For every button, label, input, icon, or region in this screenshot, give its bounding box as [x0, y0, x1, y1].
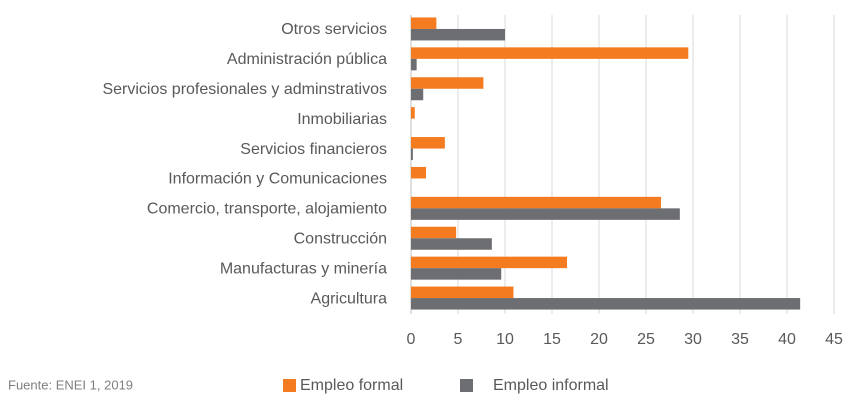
y-tick-label: Información y Comunicaciones: [168, 171, 387, 188]
x-tick-label: 5: [454, 331, 463, 348]
bar: [411, 298, 801, 310]
x-tick-label: 30: [684, 331, 702, 348]
bar: [411, 47, 689, 59]
bar: [411, 17, 437, 29]
y-tick-label: Administración pública: [227, 51, 387, 68]
bar: [411, 137, 445, 149]
x-tick-label: 10: [496, 331, 514, 348]
y-tick-label: Servicios profesionales y adminstrativos: [102, 81, 387, 98]
y-tick-label: Agricultura: [311, 290, 388, 307]
legend-swatch: [283, 379, 296, 392]
bar: [411, 58, 417, 71]
bar: [411, 226, 457, 239]
legend-label: Empleo formal: [300, 377, 403, 394]
x-tick-label: 0: [407, 331, 416, 348]
y-tick-label: Inmobiliarias: [297, 111, 387, 128]
bar: [411, 28, 505, 41]
bar: [411, 77, 484, 89]
bar: [411, 166, 427, 179]
legend-label: Empleo informal: [493, 377, 609, 394]
x-tick-label: 40: [778, 331, 796, 348]
bar: [411, 88, 424, 101]
x-tick-label: 20: [590, 331, 608, 348]
bar: [411, 208, 680, 220]
y-tick-label: Comercio, transporte, alojamiento: [147, 201, 387, 218]
source: Fuente: ENEI 1, 2019: [8, 377, 133, 392]
bar: [411, 107, 415, 119]
bar: [411, 268, 502, 280]
y-tick-label: Construcción: [294, 230, 387, 247]
x-tick-label: 25: [637, 331, 655, 348]
bar: [411, 238, 492, 250]
bar: [411, 256, 568, 269]
x-tick-label: 45: [825, 331, 843, 348]
y-tick-label: Otros servicios: [281, 21, 387, 38]
y-tick-label: Servicios financieros: [240, 141, 387, 158]
bar: [411, 196, 662, 209]
x-tick-label: 35: [731, 331, 749, 348]
bar: [411, 148, 413, 161]
legend-swatch: [460, 379, 473, 392]
bar: [411, 286, 514, 299]
x-tick-label: 15: [543, 331, 561, 348]
y-tick-label: Manufacturas y minería: [220, 260, 387, 277]
